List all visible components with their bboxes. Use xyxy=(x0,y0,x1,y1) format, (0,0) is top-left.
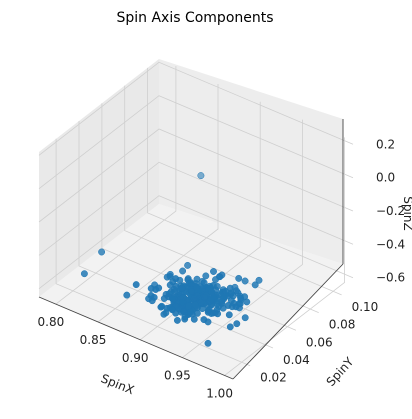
y-axis-line xyxy=(232,263,344,380)
y-gridline-0 xyxy=(55,138,251,367)
data-point-231 xyxy=(218,299,226,307)
x-tick-label-0: 0.80 xyxy=(38,315,65,329)
y-tick-label-3: 0.08 xyxy=(329,318,356,332)
z-tick-label-3: 0.0 xyxy=(376,171,395,185)
data-point-191 xyxy=(215,291,223,299)
data-point-251 xyxy=(190,295,198,303)
z-tick-label-0: −0.6 xyxy=(376,271,405,285)
data-point-260 xyxy=(155,284,163,292)
x-tick-label-2: 0.90 xyxy=(122,351,149,365)
data-point-204 xyxy=(224,302,232,309)
y-axis-label: SpinY xyxy=(324,354,357,389)
x-axis-line xyxy=(38,296,234,380)
data-point-0 xyxy=(197,172,205,180)
y-tick-label-2: 0.06 xyxy=(306,335,333,349)
z-axis-label: SpinZ xyxy=(401,196,412,230)
data-point-276 xyxy=(226,323,234,331)
z-gridline-1 xyxy=(38,161,354,256)
z-tick-label-1: −0.4 xyxy=(376,237,405,251)
data-point-223 xyxy=(197,298,205,306)
data-point-234 xyxy=(147,285,155,292)
y-tick-label-4: 0.10 xyxy=(352,300,379,314)
data-point-207 xyxy=(208,288,216,296)
data-point-282 xyxy=(185,302,192,310)
data-point-269 xyxy=(224,292,232,300)
x-tick-label-3: 0.95 xyxy=(164,369,191,383)
data-point-209 xyxy=(214,310,222,318)
data-point-31 xyxy=(179,267,187,275)
x-axis-label: SpinX xyxy=(99,371,136,397)
data-point-22 xyxy=(202,272,210,280)
data-point-7 xyxy=(255,276,263,284)
data-point-274 xyxy=(187,308,195,316)
data-point-232 xyxy=(188,288,196,296)
z-gridline-0 xyxy=(38,195,354,290)
data-point-239 xyxy=(201,293,209,301)
y-gridline-4 xyxy=(147,67,342,296)
data-point-240 xyxy=(225,311,233,319)
axis-lines xyxy=(38,119,344,380)
data-point-253 xyxy=(233,320,241,328)
axis-panes xyxy=(39,59,343,379)
z-tick-label-2: −0.2 xyxy=(376,204,405,218)
data-point-188 xyxy=(160,310,168,318)
data-point-272 xyxy=(205,305,213,313)
data-point-178 xyxy=(237,294,245,302)
data-point-6 xyxy=(241,277,249,285)
data-point-255 xyxy=(178,284,186,292)
data-point-72 xyxy=(218,271,226,279)
data-point-37 xyxy=(80,270,88,278)
data-point-1 xyxy=(98,248,106,256)
data-point-236 xyxy=(181,315,189,323)
tick-labels: 0.80 0.85 0.90 0.95 1.00 0.02 0.04 0.06 0.08 0.10… xyxy=(38,137,406,400)
data-point-24 xyxy=(235,274,243,282)
data-point-277 xyxy=(168,306,176,314)
y-tick-label-0: 0.02 xyxy=(260,371,287,385)
data-point-23 xyxy=(251,281,259,289)
z-tick-label-4: 0.2 xyxy=(376,137,395,151)
data-point-278 xyxy=(168,295,176,302)
z-gridline-4 xyxy=(38,61,354,156)
data-point-235 xyxy=(172,282,180,290)
chart-title: Spin Axis Components xyxy=(116,10,273,26)
data-point-173 xyxy=(193,283,201,291)
z-gridline-2 xyxy=(38,128,354,223)
data-point-211 xyxy=(172,275,180,283)
data-point-280 xyxy=(147,292,155,299)
data-point-273 xyxy=(178,298,186,306)
back-wall-pane xyxy=(159,59,343,264)
data-point-174 xyxy=(123,291,131,299)
data-point-44 xyxy=(210,268,217,275)
x-tick-label-1: 0.85 xyxy=(80,333,107,347)
data-point-4 xyxy=(184,261,192,269)
data-point-262 xyxy=(208,295,216,303)
y-tick-label-1: 0.04 xyxy=(283,353,310,367)
data-point-266 xyxy=(200,316,208,324)
data-point-267 xyxy=(232,303,240,311)
data-points xyxy=(80,172,263,347)
data-point-110 xyxy=(241,314,249,322)
data-point-263 xyxy=(132,281,140,289)
x-tick-label-4: 1.00 xyxy=(206,386,233,400)
z-gridline-3 xyxy=(38,95,354,190)
data-point-237 xyxy=(204,339,212,347)
data-point-279 xyxy=(173,316,181,324)
data-point-28 xyxy=(212,276,219,284)
data-point-281 xyxy=(191,301,199,309)
